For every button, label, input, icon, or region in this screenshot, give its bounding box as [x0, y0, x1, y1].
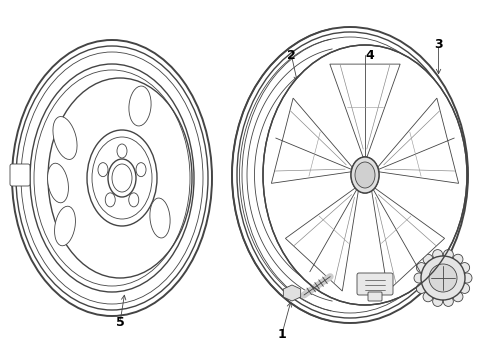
Text: 2: 2 — [287, 49, 296, 62]
Ellipse shape — [98, 163, 108, 177]
Ellipse shape — [263, 45, 467, 305]
Polygon shape — [330, 64, 400, 157]
Text: 3: 3 — [434, 39, 443, 51]
Ellipse shape — [53, 117, 77, 159]
Ellipse shape — [129, 193, 139, 207]
Circle shape — [460, 262, 469, 273]
Text: 1: 1 — [277, 328, 286, 341]
Text: 5: 5 — [116, 316, 124, 329]
Polygon shape — [372, 188, 444, 291]
Text: 4: 4 — [366, 49, 374, 62]
Ellipse shape — [136, 163, 146, 177]
FancyBboxPatch shape — [10, 164, 30, 186]
Circle shape — [414, 273, 424, 283]
Ellipse shape — [129, 86, 151, 126]
Circle shape — [460, 283, 469, 293]
Polygon shape — [378, 98, 459, 183]
Circle shape — [416, 262, 426, 273]
Ellipse shape — [355, 162, 375, 188]
Ellipse shape — [108, 159, 136, 197]
Ellipse shape — [355, 162, 375, 188]
Circle shape — [433, 296, 442, 306]
Circle shape — [423, 292, 433, 302]
Circle shape — [433, 249, 442, 260]
Circle shape — [453, 254, 463, 264]
FancyBboxPatch shape — [368, 292, 382, 301]
Circle shape — [416, 283, 426, 293]
Circle shape — [443, 296, 453, 306]
Circle shape — [462, 273, 472, 283]
FancyBboxPatch shape — [357, 273, 393, 295]
Ellipse shape — [117, 144, 127, 158]
Polygon shape — [271, 98, 352, 183]
Ellipse shape — [150, 198, 170, 238]
Circle shape — [423, 254, 433, 264]
Circle shape — [453, 292, 463, 302]
Circle shape — [429, 264, 457, 292]
Ellipse shape — [105, 193, 115, 207]
Circle shape — [421, 256, 465, 300]
Ellipse shape — [54, 206, 75, 246]
Polygon shape — [283, 285, 301, 301]
Polygon shape — [285, 188, 358, 291]
Ellipse shape — [48, 163, 69, 203]
Circle shape — [443, 249, 453, 260]
Ellipse shape — [351, 157, 379, 193]
Ellipse shape — [351, 157, 379, 193]
